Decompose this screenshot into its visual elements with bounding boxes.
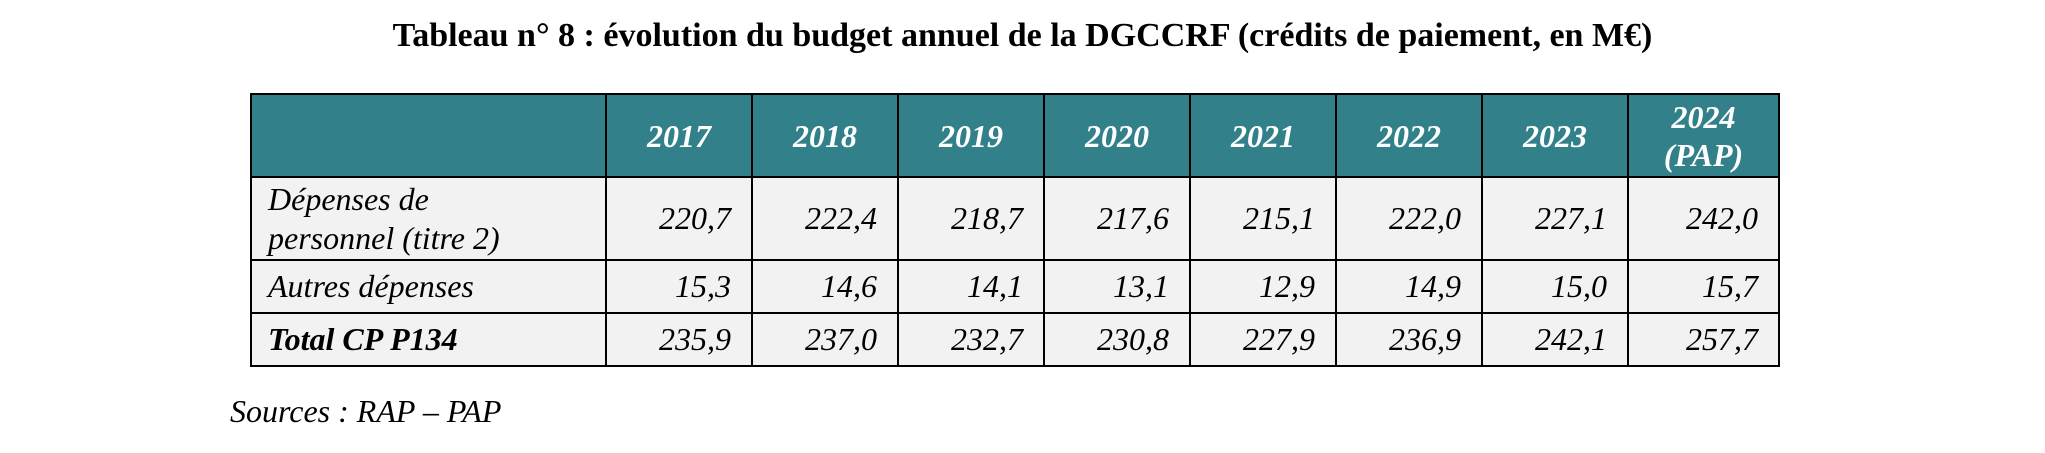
row-label-autres: Autres dépenses (250, 259, 607, 314)
cell-autres-2018: 14,6 (751, 259, 899, 314)
cell-total-2021: 227,9 (1189, 312, 1337, 367)
cell-personnel-2022: 222,0 (1335, 176, 1483, 261)
cell-autres-2020: 13,1 (1043, 259, 1191, 314)
header-year-2023: 2023 (1481, 93, 1629, 178)
cell-total-2017: 235,9 (605, 312, 753, 367)
table-row-total: Total CP P134 235,9 237,0 232,7 230,8 22… (250, 312, 1780, 367)
header-year-2020: 2020 (1043, 93, 1191, 178)
header-year-2019: 2019 (897, 93, 1045, 178)
cell-total-2018: 237,0 (751, 312, 899, 367)
cell-autres-2017: 15,3 (605, 259, 753, 314)
row-label-total: Total CP P134 (250, 312, 607, 367)
cell-autres-2024: 15,7 (1627, 259, 1780, 314)
header-2024-line-1: 2024 (1671, 98, 1736, 135)
row-label-personnel-line-2: personnel (titre 2) (268, 219, 500, 256)
cell-autres-2019: 14,1 (897, 259, 1045, 314)
cell-personnel-2024: 242,0 (1627, 176, 1780, 261)
source-note: Sources : RAP – PAP (230, 393, 502, 429)
header-empty-cell (250, 93, 607, 178)
cell-personnel-2018: 222,4 (751, 176, 899, 261)
cell-personnel-2020: 217,6 (1043, 176, 1191, 261)
cell-total-2019: 232,7 (897, 312, 1045, 367)
row-label-personnel-line-1: Dépenses de (268, 180, 429, 217)
budget-table: 2017 2018 2019 2020 2021 2022 2023 2024 … (250, 93, 1780, 367)
cell-total-2024: 257,7 (1627, 312, 1780, 367)
header-year-2022: 2022 (1335, 93, 1483, 178)
cell-personnel-2023: 227,1 (1481, 176, 1629, 261)
cell-total-2023: 242,1 (1481, 312, 1629, 367)
cell-autres-2023: 15,0 (1481, 259, 1629, 314)
cell-total-2022: 236,9 (1335, 312, 1483, 367)
header-year-2018: 2018 (751, 93, 899, 178)
cell-total-2020: 230,8 (1043, 312, 1191, 367)
header-year-2021: 2021 (1189, 93, 1337, 178)
header-year-2024-pap: 2024 (PAP) (1627, 93, 1780, 178)
row-label-personnel: Dépenses de personnel (titre 2) (250, 176, 607, 261)
table-title: Tableau n° 8 : évolution du budget annue… (392, 17, 1653, 54)
table-row-autres: Autres dépenses 15,3 14,6 14,1 13,1 12,9… (250, 259, 1780, 314)
header-row: 2017 2018 2019 2020 2021 2022 2023 2024 … (250, 93, 1780, 178)
cell-autres-2022: 14,9 (1335, 259, 1483, 314)
cell-personnel-2021: 215,1 (1189, 176, 1337, 261)
cell-autres-2021: 12,9 (1189, 259, 1337, 314)
table-row-personnel: Dépenses de personnel (titre 2) 220,7 22… (250, 176, 1780, 261)
header-year-2017: 2017 (605, 93, 753, 178)
header-2024-line-2: (PAP) (1663, 136, 1744, 173)
cell-personnel-2017: 220,7 (605, 176, 753, 261)
cell-personnel-2019: 218,7 (897, 176, 1045, 261)
